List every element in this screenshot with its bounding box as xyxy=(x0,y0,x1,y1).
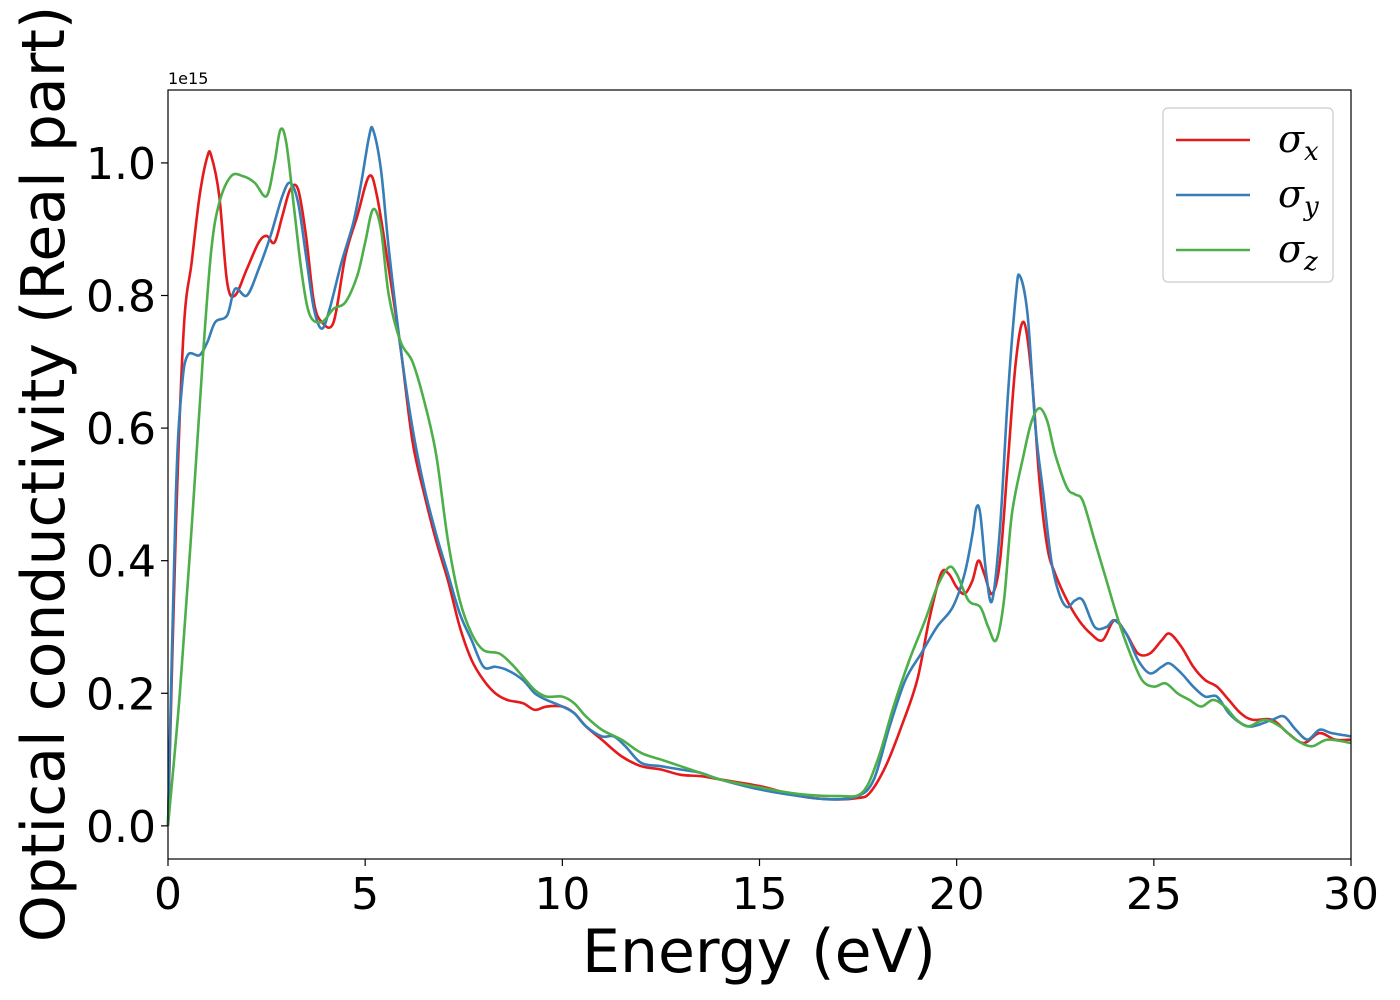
tick-layer: 0 5 10 15 20 25 30 0.0 0.2 0.4 0.6 0.8 1.0 xyxy=(86,139,1379,920)
x-tick-label: 15 xyxy=(732,869,788,920)
x-tick-label: 10 xyxy=(534,869,590,920)
legend-subscript: x xyxy=(1304,137,1319,167)
series-line-z xyxy=(166,127,1352,826)
y-axis-title: Optical conductivity (Real part) xyxy=(9,6,79,943)
x-tick-label: 20 xyxy=(929,869,985,920)
x-tick-label: 25 xyxy=(1126,869,1182,920)
series-layer xyxy=(166,125,1352,826)
legend-subscript: y xyxy=(1303,192,1319,222)
y-offset-label: 1e15 xyxy=(168,69,208,88)
y-tick-label: 0.4 xyxy=(86,537,156,588)
x-axis-title: Energy (eV) xyxy=(582,917,936,987)
x-tick-label: 30 xyxy=(1323,869,1379,920)
legend-subscript: z xyxy=(1303,247,1318,277)
y-tick-label: 0.0 xyxy=(86,802,156,853)
y-tick-label: 1.0 xyxy=(86,139,156,190)
x-tick-label: 0 xyxy=(154,869,182,920)
y-tick-label: 0.2 xyxy=(86,669,156,720)
plot-frame xyxy=(167,89,1352,860)
x-tick-label: 5 xyxy=(351,869,379,920)
y-tick-label: 0.6 xyxy=(86,404,156,455)
y-tick-label: 0.8 xyxy=(86,272,156,323)
